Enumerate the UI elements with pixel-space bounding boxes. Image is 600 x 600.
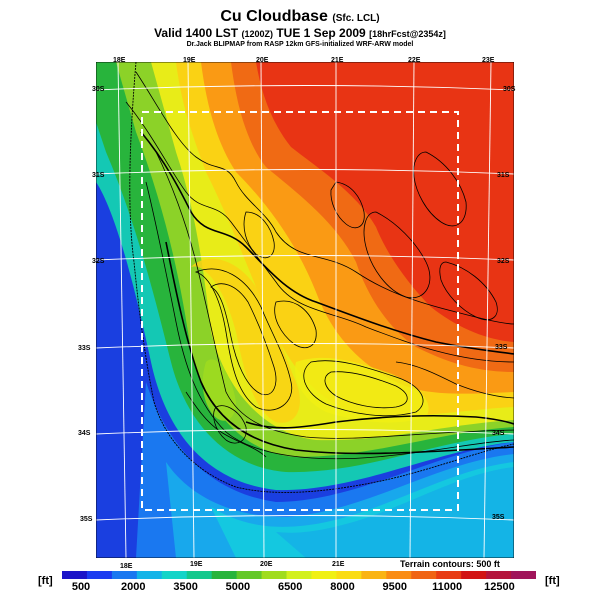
- colorbar-swatch: [411, 571, 437, 579]
- lon-label-top: 21E: [331, 57, 344, 64]
- colorbar-swatch: [486, 571, 512, 579]
- lon-label-top: 20E: [256, 57, 269, 64]
- lat-label-right: 30S: [503, 86, 516, 93]
- colorbar-swatch: [461, 571, 487, 579]
- lat-label-right: 31S: [497, 172, 510, 179]
- colorbar-tick-label: 500: [71, 581, 91, 593]
- cloudbase-map: [96, 62, 514, 558]
- colorbar-tick-label: 6500: [277, 581, 303, 593]
- colorbar-unit-right: [ft]: [545, 575, 560, 587]
- colorbar-swatch: [136, 571, 163, 579]
- inner-domain-box: [141, 111, 459, 511]
- colorbar-swatch: [336, 571, 362, 579]
- lat-label-left: 32S: [92, 258, 105, 265]
- colorbar-swatch: [86, 571, 113, 579]
- colorbar-swatch: [511, 571, 536, 579]
- colorbar-swatch: [62, 571, 88, 579]
- lat-label-right: 34S: [492, 430, 505, 437]
- colorbar-unit-left: [ft]: [38, 575, 53, 587]
- colorbar-swatch: [286, 571, 312, 579]
- terrain-contours: [125, 71, 514, 460]
- lat-label-left: 34S: [78, 430, 91, 437]
- model-source-line: Dr.Jack BLIPMAP from RASP 12km GFS-initi…: [186, 41, 414, 48]
- lat-label-left: 33S: [78, 345, 91, 352]
- lon-label-top: 19E: [183, 57, 196, 64]
- lon-label-bottom: 21E: [332, 561, 345, 568]
- colorbar-swatch: [436, 571, 462, 579]
- colorbar-swatch: [311, 571, 337, 579]
- colorbar-tick-label: 8000: [330, 581, 355, 593]
- lat-label-left: 31S: [92, 172, 105, 179]
- chart-title: Cu Cloudbase (Sfc. LCL): [220, 8, 380, 25]
- lat-label-right: 32S: [497, 258, 510, 265]
- lon-label-bottom: 19E: [190, 561, 203, 568]
- lat-label-right: 35S: [492, 514, 505, 521]
- colorbar-swatch: [361, 571, 387, 579]
- lon-label-bottom: 20E: [260, 561, 273, 568]
- colorbar-tick-label: 5000: [225, 581, 251, 593]
- terrain-contour-note: Terrain contours: 500 ft: [400, 559, 500, 569]
- lat-lon-grid: [96, 62, 514, 558]
- colorbar-tick-label: 9500: [382, 581, 408, 593]
- colorbar-swatch: [111, 571, 138, 579]
- lon-label-top: 18E: [113, 57, 126, 64]
- colorbar-swatch: [186, 571, 213, 579]
- colorbar-swatch: [236, 571, 263, 579]
- lon-label-top: 23E: [482, 57, 495, 64]
- colorbar-swatch: [261, 571, 288, 579]
- colorbar-tick-label: 12500: [484, 581, 515, 593]
- lat-label-left: 30S: [92, 86, 105, 93]
- valid-time-line: Valid 1400 LST (1200Z) TUE 1 Sep 2009 [1…: [154, 26, 446, 40]
- colorbar-tick-label: 3500: [173, 581, 198, 593]
- colorbar-swatch: [211, 571, 238, 579]
- colorbar-tick-label: 2000: [121, 581, 146, 593]
- colorbar-tick-label: 11000: [432, 581, 463, 593]
- lat-label-right: 33S: [495, 344, 508, 351]
- colorbar-swatch: [161, 571, 188, 579]
- lon-label-bottom: 18E: [120, 563, 133, 570]
- lon-label-top: 22E: [408, 57, 421, 64]
- colorbar-swatch: [386, 571, 412, 579]
- coastline: [129, 62, 514, 493]
- colorbar: [62, 571, 536, 579]
- lat-label-left: 35S: [80, 516, 93, 523]
